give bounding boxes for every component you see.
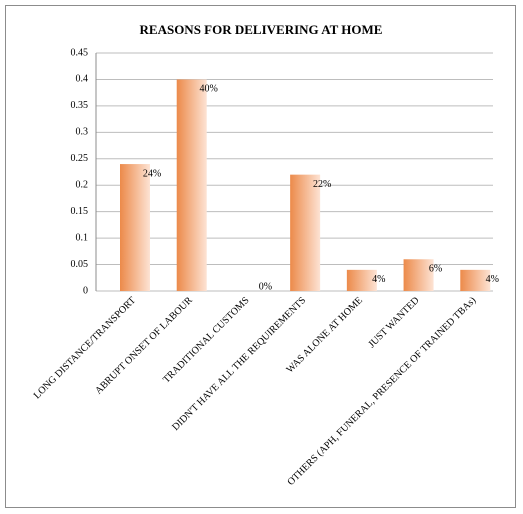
value-label: 4% — [372, 274, 385, 285]
chart-border — [5, 5, 516, 508]
y-tick-label: 0.25 — [71, 153, 89, 164]
bar — [346, 269, 377, 291]
y-tick-label: 0 — [83, 285, 88, 296]
bar — [460, 269, 491, 291]
chart-title: REASONS FOR DELIVERING AT HOME — [140, 22, 383, 37]
value-label: 6% — [429, 264, 442, 275]
bar — [290, 174, 321, 291]
value-label: 40% — [200, 84, 218, 95]
value-label: 4% — [486, 274, 499, 285]
bar — [120, 164, 150, 291]
value-label: 24% — [143, 168, 161, 179]
value-label: 22% — [313, 179, 331, 190]
y-tick-label: 0.45 — [71, 47, 89, 58]
bar — [403, 259, 434, 291]
value-label: 0% — [259, 281, 272, 292]
y-tick-label: 0.2 — [76, 180, 89, 191]
y-tick-label: 0.3 — [76, 127, 89, 138]
y-tick-label: 0.1 — [76, 232, 89, 243]
y-tick-label: 0.35 — [71, 100, 89, 111]
bar — [176, 79, 207, 291]
y-tick-label: 0.4 — [76, 74, 89, 85]
y-tick-label: 0.15 — [71, 206, 89, 217]
y-tick-label: 0.05 — [71, 259, 89, 270]
